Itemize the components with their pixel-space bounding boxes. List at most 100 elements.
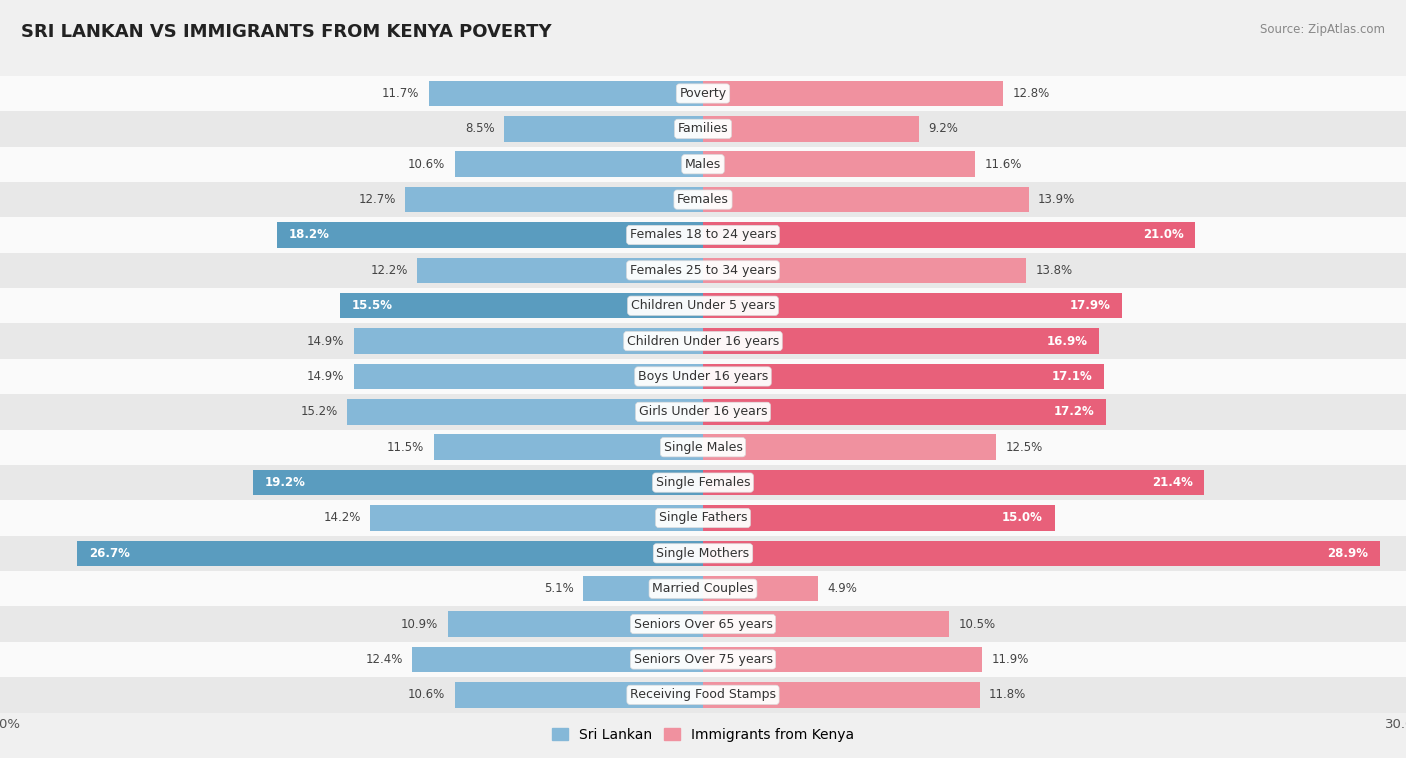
Bar — [583, 576, 703, 601]
Text: Boys Under 16 years: Boys Under 16 years — [638, 370, 768, 383]
Bar — [405, 187, 703, 212]
Bar — [454, 152, 703, 177]
Bar — [370, 506, 703, 531]
Text: Females: Females — [678, 193, 728, 206]
Text: 13.8%: 13.8% — [1036, 264, 1073, 277]
Bar — [703, 647, 981, 672]
Text: 15.0%: 15.0% — [1002, 512, 1043, 525]
Text: 14.9%: 14.9% — [307, 370, 344, 383]
Bar — [703, 470, 1205, 495]
Bar — [418, 258, 703, 283]
Bar — [703, 612, 949, 637]
Bar — [0, 359, 1406, 394]
Text: Married Couples: Married Couples — [652, 582, 754, 595]
Bar — [0, 500, 1406, 536]
Text: 13.9%: 13.9% — [1038, 193, 1076, 206]
Bar — [703, 81, 1002, 106]
Text: Single Mothers: Single Mothers — [657, 547, 749, 560]
Bar — [703, 222, 1195, 248]
Bar — [433, 434, 703, 460]
Bar — [0, 536, 1406, 571]
Bar — [703, 434, 995, 460]
Text: Poverty: Poverty — [679, 87, 727, 100]
Bar — [0, 677, 1406, 713]
Bar — [340, 293, 703, 318]
Text: 15.5%: 15.5% — [352, 299, 392, 312]
Bar — [703, 576, 818, 601]
Text: 12.8%: 12.8% — [1012, 87, 1049, 100]
Text: 17.1%: 17.1% — [1052, 370, 1092, 383]
Bar — [77, 540, 703, 566]
Bar — [454, 682, 703, 707]
Text: SRI LANKAN VS IMMIGRANTS FROM KENYA POVERTY: SRI LANKAN VS IMMIGRANTS FROM KENYA POVE… — [21, 23, 551, 41]
Text: 14.2%: 14.2% — [323, 512, 361, 525]
Text: 17.2%: 17.2% — [1053, 406, 1094, 418]
Bar — [447, 612, 703, 637]
Bar — [0, 111, 1406, 146]
Text: 10.5%: 10.5% — [959, 618, 995, 631]
Bar — [703, 506, 1054, 531]
Text: 15.2%: 15.2% — [301, 406, 337, 418]
Bar — [0, 324, 1406, 359]
Text: 5.1%: 5.1% — [544, 582, 574, 595]
Bar — [0, 571, 1406, 606]
Text: Families: Families — [678, 122, 728, 136]
Text: Females 18 to 24 years: Females 18 to 24 years — [630, 228, 776, 242]
Bar — [0, 76, 1406, 111]
Text: Seniors Over 75 years: Seniors Over 75 years — [634, 653, 772, 666]
Text: 16.9%: 16.9% — [1046, 334, 1087, 348]
Bar — [703, 293, 1122, 318]
Text: Single Males: Single Males — [664, 440, 742, 454]
Text: 9.2%: 9.2% — [928, 122, 957, 136]
Bar — [703, 187, 1029, 212]
Text: 10.6%: 10.6% — [408, 688, 446, 701]
Bar — [412, 647, 703, 672]
Bar — [253, 470, 703, 495]
Legend: Sri Lankan, Immigrants from Kenya: Sri Lankan, Immigrants from Kenya — [546, 722, 860, 747]
Text: 8.5%: 8.5% — [465, 122, 495, 136]
Bar — [703, 116, 918, 142]
Text: 12.2%: 12.2% — [370, 264, 408, 277]
Text: 11.5%: 11.5% — [387, 440, 425, 454]
Text: 12.5%: 12.5% — [1005, 440, 1042, 454]
Bar — [503, 116, 703, 142]
Bar — [0, 642, 1406, 677]
Bar — [703, 540, 1381, 566]
Text: 12.4%: 12.4% — [366, 653, 404, 666]
Bar — [0, 430, 1406, 465]
Bar — [0, 218, 1406, 252]
Bar — [703, 364, 1104, 389]
Bar — [429, 81, 703, 106]
Bar — [0, 394, 1406, 430]
Bar — [0, 182, 1406, 218]
Text: 11.6%: 11.6% — [984, 158, 1022, 171]
Bar — [347, 399, 703, 424]
Bar — [703, 399, 1107, 424]
Text: 12.7%: 12.7% — [359, 193, 396, 206]
Text: 10.9%: 10.9% — [401, 618, 439, 631]
Text: 11.9%: 11.9% — [991, 653, 1029, 666]
Text: Males: Males — [685, 158, 721, 171]
Bar — [703, 152, 974, 177]
Text: 21.4%: 21.4% — [1152, 476, 1192, 489]
Text: Females 25 to 34 years: Females 25 to 34 years — [630, 264, 776, 277]
Text: Receiving Food Stamps: Receiving Food Stamps — [630, 688, 776, 701]
Text: Single Females: Single Females — [655, 476, 751, 489]
Text: Seniors Over 65 years: Seniors Over 65 years — [634, 618, 772, 631]
Text: Single Fathers: Single Fathers — [659, 512, 747, 525]
Bar — [703, 258, 1026, 283]
Bar — [703, 328, 1099, 354]
Text: 26.7%: 26.7% — [89, 547, 129, 560]
Text: 10.6%: 10.6% — [408, 158, 446, 171]
Text: 28.9%: 28.9% — [1327, 547, 1368, 560]
Bar — [277, 222, 703, 248]
Bar — [0, 465, 1406, 500]
Text: 14.9%: 14.9% — [307, 334, 344, 348]
Text: 4.9%: 4.9% — [827, 582, 858, 595]
Text: 21.0%: 21.0% — [1143, 228, 1184, 242]
Bar — [0, 252, 1406, 288]
Text: 18.2%: 18.2% — [288, 228, 329, 242]
Text: 19.2%: 19.2% — [264, 476, 305, 489]
Bar — [354, 328, 703, 354]
Text: 11.8%: 11.8% — [988, 688, 1026, 701]
